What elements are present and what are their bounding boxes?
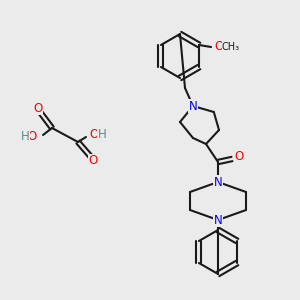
Text: O: O bbox=[234, 149, 244, 163]
Text: CH₃: CH₃ bbox=[222, 42, 240, 52]
Text: N: N bbox=[214, 176, 222, 188]
Text: H: H bbox=[98, 128, 106, 140]
Text: O: O bbox=[88, 154, 98, 167]
Text: O: O bbox=[89, 128, 99, 140]
Text: O: O bbox=[214, 40, 224, 53]
Text: N: N bbox=[214, 214, 222, 226]
Text: H: H bbox=[21, 130, 29, 143]
Text: O: O bbox=[33, 101, 43, 115]
Text: N: N bbox=[189, 100, 197, 112]
Text: O: O bbox=[27, 130, 37, 143]
